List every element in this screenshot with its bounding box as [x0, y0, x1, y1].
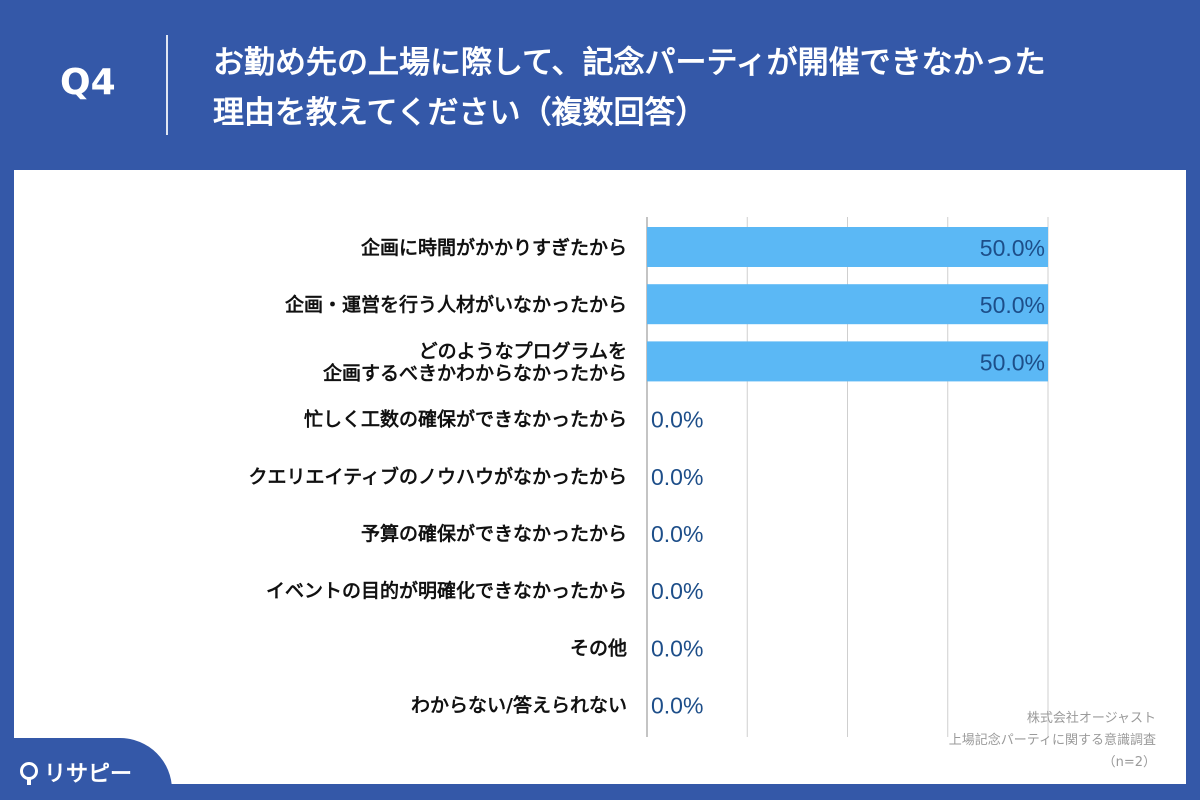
source-survey: 上場記念パーティに関する意識調査	[948, 733, 1156, 748]
category-label: イベントの目的が明確化できなかったから	[266, 579, 627, 602]
data-label: 0.0%	[651, 521, 703, 547]
location-pin-icon	[20, 762, 38, 785]
bar	[647, 341, 1048, 382]
data-label: 0.0%	[651, 693, 703, 719]
source-sample: （n=2）	[1102, 755, 1156, 770]
source-company: 株式会社オージャスト	[1026, 711, 1156, 726]
header-divider	[166, 35, 168, 135]
category-label: 企画に時間がかかりすぎたから	[360, 236, 627, 259]
data-label: 50.0%	[980, 292, 1045, 318]
chart-title: お勤め先の上場に際して、記念パーティが開催できなかった 理由を教えてください（複…	[213, 38, 1173, 138]
data-label: 0.0%	[651, 464, 703, 490]
header: Q4 お勤め先の上場に際して、記念パーティが開催できなかった 理由を教えてくださ…	[0, 0, 1200, 170]
brand-logo: リサピー	[0, 738, 172, 800]
question-label: Q4	[60, 62, 116, 103]
data-label: 0.0%	[651, 635, 703, 661]
data-label: 0.0%	[651, 407, 703, 433]
title-line-1: お勤め先の上場に際して、記念パーティが開催できなかった	[213, 45, 1046, 81]
category-label: 企画・運営を行う人材がいなかったから	[284, 293, 627, 316]
category-label: どのようなプログラムを	[419, 339, 627, 362]
brand-name: リサピー	[44, 762, 133, 787]
category-label: 予算の確保ができなかったから	[361, 522, 627, 545]
data-label: 50.0%	[980, 235, 1045, 261]
source-note: 株式会社オージャスト 上場記念パーティに関する意識調査 （n=2）	[756, 708, 1156, 774]
chart-panel: 企画に時間がかかりすぎたから 50.0% 企画・運営を行う人材がいなかったから 50.…	[14, 170, 1186, 784]
bar	[647, 227, 1048, 267]
category-label: 企画するべきかわからなかったから	[322, 361, 627, 384]
bar	[647, 284, 1048, 325]
category-label: クエリエイティブのノウハウがなかったから	[249, 465, 627, 488]
category-label: その他	[570, 636, 627, 659]
category-label: 忙しく工数の確保ができなかったから	[304, 408, 627, 431]
category-label: わからない/答えられない	[411, 694, 627, 717]
data-label: 50.0%	[980, 349, 1045, 375]
bar-chart: 企画に時間がかかりすぎたから 50.0% 企画・運営を行う人材がいなかったから 50.…	[249, 217, 1049, 737]
title-line-2: 理由を教えてください（複数回答）	[213, 95, 707, 131]
data-label: 0.0%	[651, 578, 703, 604]
